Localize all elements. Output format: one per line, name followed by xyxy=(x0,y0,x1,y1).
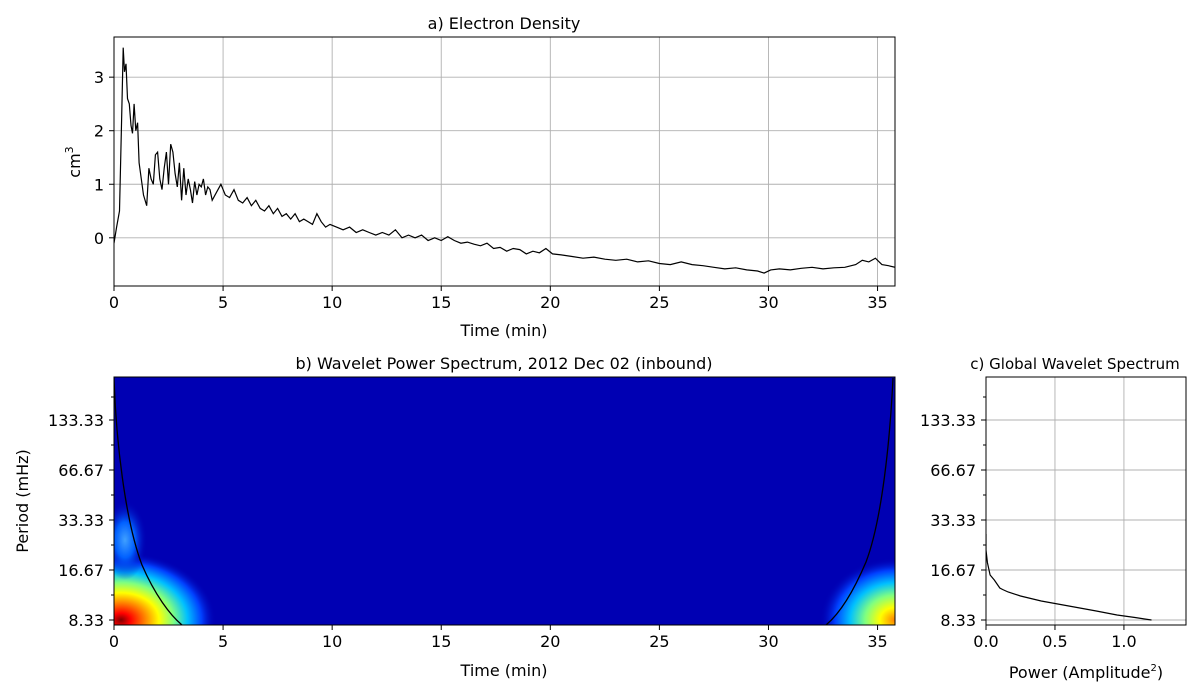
a-xtick-label: 0 xyxy=(109,293,119,312)
c-xlabel: Power (Amplitude2) xyxy=(1009,663,1163,682)
c-ticks: 0.0 0.5 1.0 133.33 66.67 33.33 16.67 8.33 xyxy=(920,396,1137,651)
a-xtick-label: 30 xyxy=(758,293,778,312)
panel-electron-density: 0 5 10 15 20 25 30 35 0 1 2 3 a) Electron Density T… xyxy=(63,14,896,340)
b-xtick-label: 35 xyxy=(867,632,887,651)
wavelet-background xyxy=(114,377,895,625)
b-xtick-label: 20 xyxy=(540,632,560,651)
b-xtick-label: 5 xyxy=(218,632,228,651)
b-ytick-label: 66.67 xyxy=(58,461,104,480)
b-xtick-label: 25 xyxy=(649,632,669,651)
a-xtick-label: 20 xyxy=(540,293,560,312)
c-xtick-label: 0.0 xyxy=(973,632,998,651)
b-axes-frame xyxy=(113,376,896,626)
panel-global-wavelet: 0.0 0.5 1.0 133.33 66.67 33.33 16.67 8.33 c) Gl… xyxy=(920,355,1187,682)
b-ytick-label: 16.67 xyxy=(58,561,104,580)
b-ticks: 0 5 10 15 20 25 30 35 133.33 66.67 33.33 16.67 8.33 xyxy=(48,396,888,651)
a-xtick-label: 25 xyxy=(649,293,669,312)
a-xtick-label: 10 xyxy=(322,293,342,312)
b-xtick-label: 15 xyxy=(431,632,451,651)
b-ylabel: Period (mHz) xyxy=(13,449,32,552)
b-xtick-label: 30 xyxy=(758,632,778,651)
a-axes-frame xyxy=(113,36,896,287)
a-ytick-label: 2 xyxy=(94,122,104,141)
c-axes-frame xyxy=(985,376,1187,626)
a-xlabel: Time (min) xyxy=(460,321,548,340)
c-ytick-label: 133.33 xyxy=(920,411,976,430)
b-xtick-label: 10 xyxy=(322,632,342,651)
coi-right xyxy=(825,377,894,625)
a-title: a) Electron Density xyxy=(428,14,581,33)
c-ytick-label: 16.67 xyxy=(930,561,976,580)
b-title: b) Wavelet Power Spectrum, 2012 Dec 02 (… xyxy=(296,354,713,373)
b-xtick-label: 0 xyxy=(109,632,119,651)
a-xtick-label: 15 xyxy=(431,293,451,312)
c-title: c) Global Wavelet Spectrum xyxy=(970,355,1179,373)
a-ytick-label: 0 xyxy=(94,229,104,248)
c-grid xyxy=(985,377,1186,625)
a-ytick-label: 1 xyxy=(94,175,104,194)
power-peak-left-mid xyxy=(114,500,147,580)
a-xtick-label: 35 xyxy=(867,293,887,312)
b-ytick-label: 8.33 xyxy=(68,611,104,630)
b-ytick-label: 33.33 xyxy=(58,511,104,530)
a-grid xyxy=(113,37,895,286)
b-xlabel: Time (min) xyxy=(460,661,548,680)
c-ytick-label: 66.67 xyxy=(930,461,976,480)
a-ylabel: cm3 xyxy=(63,146,84,177)
coi-left xyxy=(114,377,183,625)
c-xtick-label: 1.0 xyxy=(1111,632,1136,651)
b-ytick-label: 133.33 xyxy=(48,411,104,430)
c-ytick-label: 8.33 xyxy=(940,611,976,630)
power-peak-right-low xyxy=(820,558,895,625)
electron-density-line xyxy=(114,47,895,274)
a-ytick-label: 3 xyxy=(94,68,104,87)
power-peak-left-low xyxy=(114,552,216,625)
panel-wavelet-power: 0 5 10 15 20 25 30 35133.3366.6733.3316.678.33 … xyxy=(13,354,896,680)
global-spectrum-line xyxy=(986,534,1152,621)
a-ticks: 0 5 10 15 20 25 30 35 0 1 2 3 xyxy=(94,68,888,312)
c-xtick-label: 0.5 xyxy=(1042,632,1067,651)
c-ytick-label: 33.33 xyxy=(930,511,976,530)
a-xtick-label: 5 xyxy=(218,293,228,312)
